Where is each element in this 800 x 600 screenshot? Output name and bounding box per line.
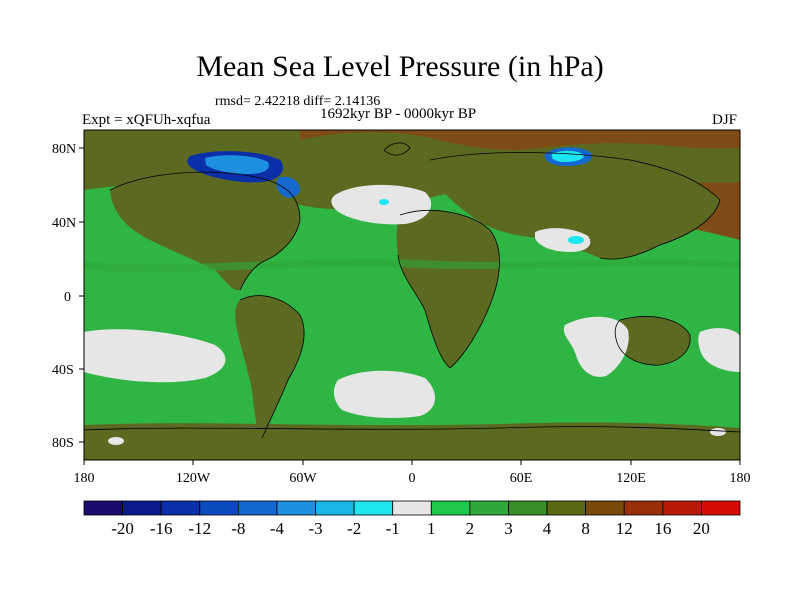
colorbar-swatch [353,500,394,516]
colorbar-label: -4 [270,519,285,538]
colorbar-swatch [585,500,625,516]
colorbar-label: -8 [231,519,245,538]
neutral-australia [563,316,629,377]
colorbar-swatch [392,500,432,516]
colorbar-swatch [701,500,741,516]
experiment-label: Expt = xQFUh-xqfua [82,112,211,128]
north-america [110,172,300,291]
lon-tick-0: 0 [409,471,416,486]
colorbar-swatch [469,500,509,516]
colorbar-label: 4 [543,519,552,538]
colorbar-swatch [315,500,355,516]
colorbar: -20 -16 -12 -8 -4 -3 -2 -1 1 2 3 4 8 12 16 20 [83,500,741,538]
lon-tick-180e: 180 [730,471,751,486]
lon-tick-180w: 180 [74,471,95,486]
lat-tick-80n: 80N [52,142,76,157]
neutral-eastpacific [698,328,740,372]
lat-tick-80s: 80S [52,436,74,451]
neutral-northatlantic [331,184,432,225]
neutral-southpacific [84,329,226,383]
colorbar-swatch [662,500,702,516]
lon-tick-120e: 120E [616,471,646,486]
lat-tick-0: 0 [64,290,71,305]
lon-tick-60w: 60W [289,471,317,486]
colorbar-label: -1 [386,519,400,538]
colorbar-swatch [237,500,278,516]
colorbar-swatch [276,500,316,516]
colorbar-swatch [508,500,548,516]
lon-tick-60e: 60E [510,471,533,486]
lat-axis: 80N 40N 0 40S 80S [52,142,84,451]
colorbar-label: 16 [654,519,671,538]
colorbar-label: -16 [150,519,173,538]
antarctica-band [84,422,740,460]
lat-tick-40n: 40N [52,216,76,231]
colorbar-label: 1 [427,519,436,538]
lon-tick-120w: 120W [176,471,211,486]
colorbar-swatch [122,500,162,516]
colorbar-label: 2 [466,519,475,538]
colorbar-swatch [430,500,471,516]
colorbar-label: 3 [504,519,513,538]
coastlines [84,142,740,439]
neutral-tibet [535,228,591,252]
period-label: 1692kyr BP - 0000kyr BP [320,106,477,122]
colorbar-swatch [83,500,123,516]
stats-label: rmsd= 2.42218 diff= 2.14136 [215,94,381,109]
map-title: Mean Sea Level Pressure (in hPa) [196,50,604,83]
africa [396,210,500,368]
australia [615,316,691,366]
lon-axis: 180 120W 60W 0 60E 120E 180 [74,460,751,486]
eurasia [430,152,720,260]
season-label: DJF [712,112,738,128]
negative-tibet [568,236,584,244]
colorbar-swatch [546,500,587,516]
colorbar-swatch [160,500,201,516]
colorbar-label: -12 [188,519,211,538]
lat-tick-40s: 40S [52,363,74,378]
colorbar-label: 20 [693,519,710,538]
negative-labrador [276,176,300,198]
pressure-field [84,130,740,460]
brown-north-region [300,130,740,150]
colorbar-label: -2 [347,519,361,538]
colorbar-swatch [199,500,239,516]
colorbar-swatch [623,500,664,516]
colorbar-label: -3 [308,519,322,538]
south-america [235,295,305,438]
colorbar-label: 8 [581,519,590,538]
neutral-southatlantic [333,370,436,418]
colorbar-label: 12 [616,519,633,538]
colorbar-label: -20 [111,519,134,538]
